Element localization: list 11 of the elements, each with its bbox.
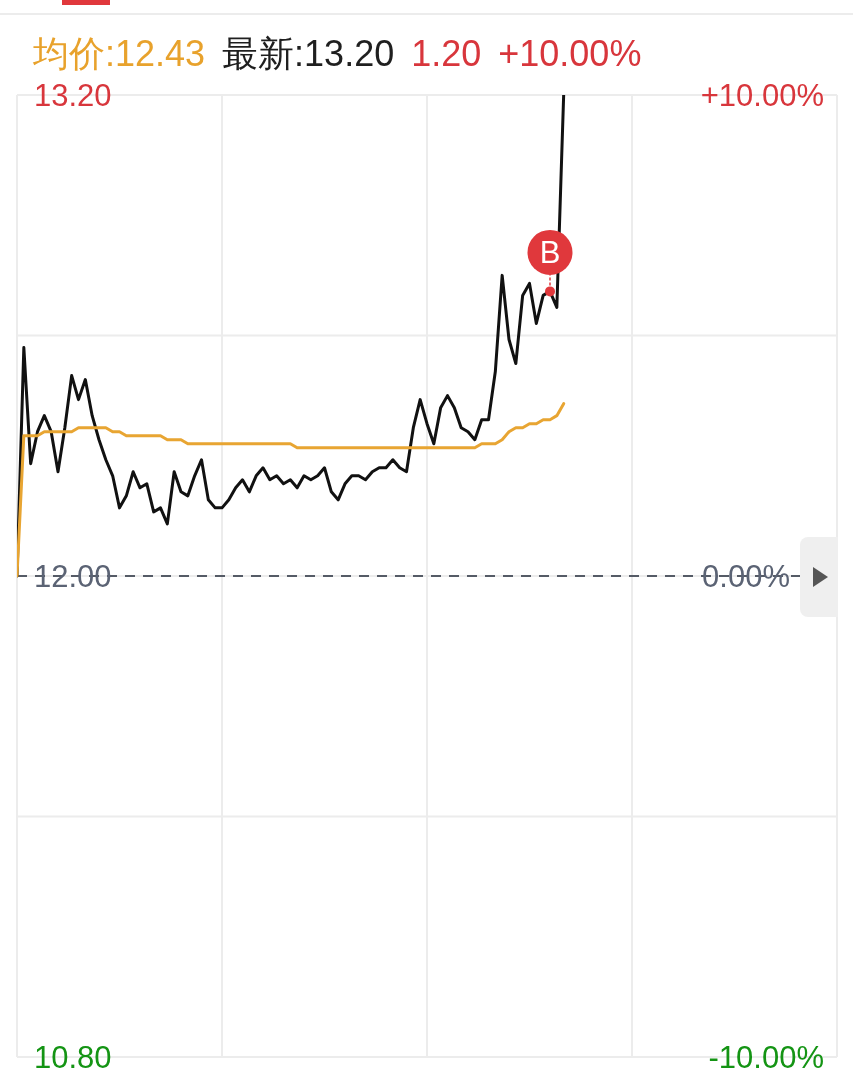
text: 最新:13.20	[222, 32, 395, 76]
text: 均价:12.43	[33, 32, 206, 76]
y2-tick-label: -10.00%	[708, 1040, 824, 1071]
y2-tick-label: +10.00%	[700, 78, 824, 113]
y2-tick-label: 0.00%	[702, 559, 790, 594]
text: +10.00%	[498, 32, 642, 76]
series-label: B	[539, 235, 561, 271]
y-tick-label: 10.80	[34, 1040, 112, 1071]
y-tick-label: 13.20	[34, 78, 112, 113]
y-tick-label: 12.00	[34, 559, 112, 594]
text: 1.20	[411, 32, 482, 76]
